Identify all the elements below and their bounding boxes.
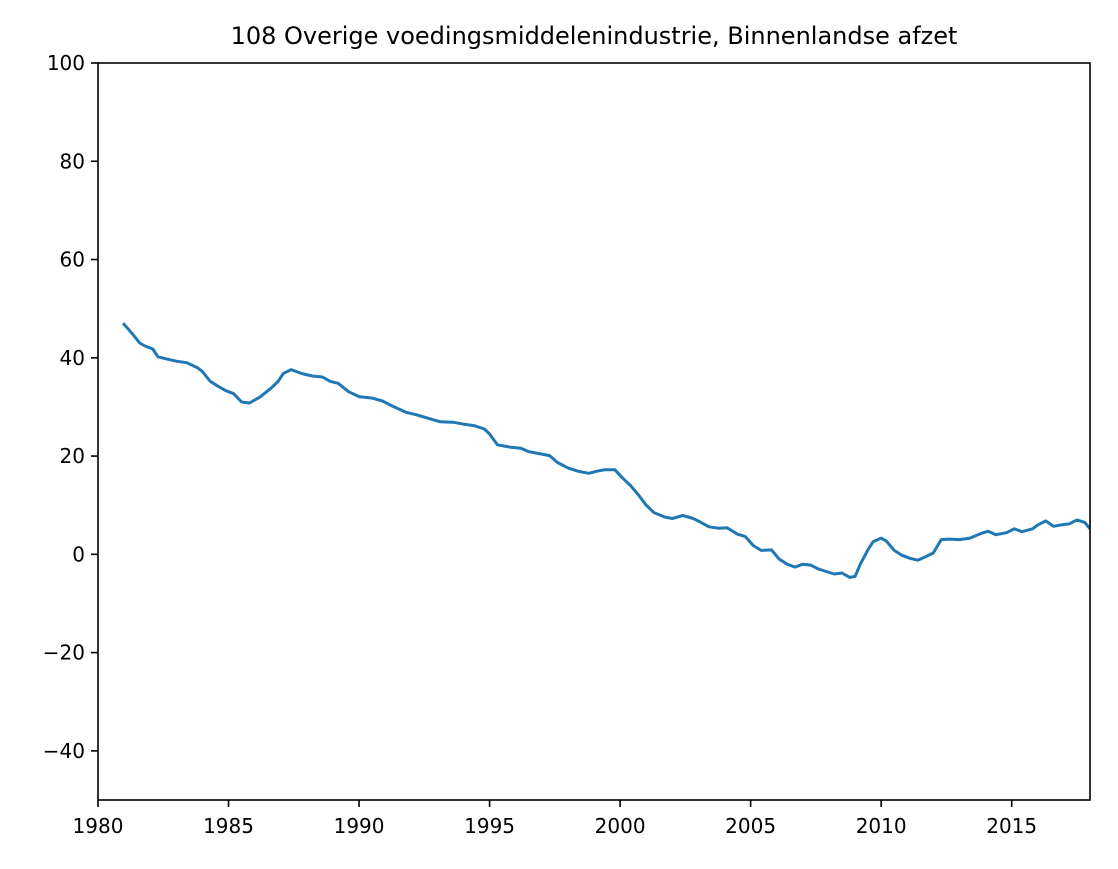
y-tick-label: 40	[60, 346, 85, 370]
y-tick-label: −20	[43, 641, 85, 665]
x-tick-label: 2015	[986, 814, 1037, 838]
plot-area	[121, 322, 1090, 579]
axes-frame	[97, 62, 1091, 801]
x-tick-label: 1980	[73, 814, 124, 838]
x-tick-label: 2000	[595, 814, 646, 838]
y-tick-label: 0	[72, 542, 85, 566]
y-tick-label: 60	[60, 248, 85, 272]
x-tick-label: 1985	[203, 814, 254, 838]
y-tick-label: 100	[47, 51, 85, 75]
x-tick-label: 2005	[725, 814, 776, 838]
y-tick-label: 80	[60, 149, 85, 173]
x-tick-label: 2010	[856, 814, 907, 838]
y-tick-label: 20	[60, 444, 85, 468]
x-tick-label: 1990	[334, 814, 385, 838]
y-tick-label: −40	[43, 739, 85, 763]
chart-title: 108 Overige voedingsmiddelenindustrie, B…	[231, 22, 958, 50]
series-line-0	[121, 322, 1090, 579]
axes: 1980 1985 1990 1995 2000 2005 2010 2015 −40 −20 0 2…	[43, 51, 1091, 838]
x-tick-label: 1995	[464, 814, 515, 838]
